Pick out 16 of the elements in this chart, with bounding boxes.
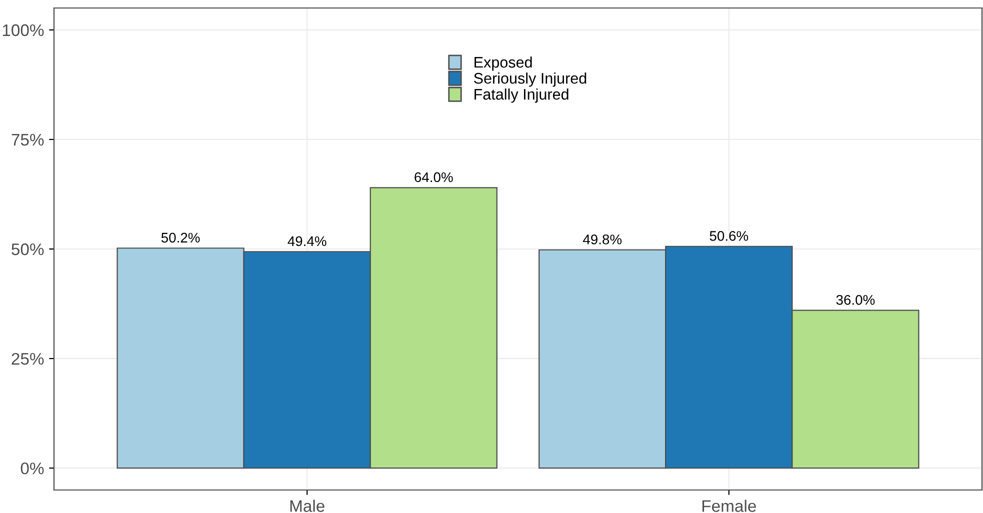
legend-label: Seriously Injured: [474, 72, 586, 87]
y-tick-label: 75%: [12, 134, 44, 146]
data-label: 36.0%: [836, 294, 875, 305]
y-tick-label: 50%: [12, 243, 44, 256]
data-label: 49.4%: [288, 236, 326, 246]
y-tick-label: 25%: [12, 352, 44, 365]
legend-label: Exposed: [474, 56, 532, 71]
data-label: 50.6%: [710, 231, 748, 241]
legend-label: Fatally Injured: [474, 88, 568, 103]
x-tick-label: Female: [702, 500, 756, 512]
data-label: 49.8%: [582, 234, 622, 244]
y-tick-label: 0%: [20, 462, 44, 474]
y-tick-label: 100%: [2, 24, 44, 36]
data-label: 50.2%: [161, 232, 200, 243]
data-label: 64.0%: [414, 172, 453, 182]
x-tick-label: Male: [290, 500, 324, 512]
